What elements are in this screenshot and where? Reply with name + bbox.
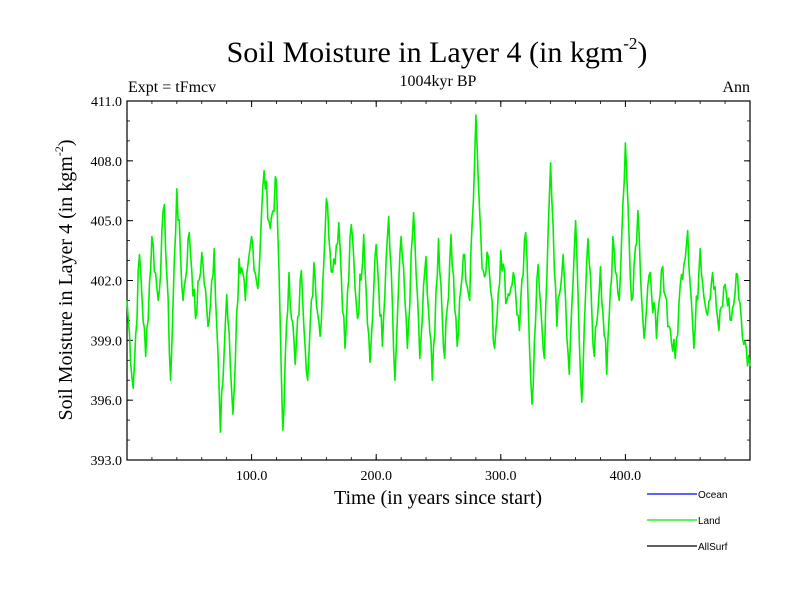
y-tick-label: 402.0 <box>91 275 123 290</box>
y-tick-label: 408.0 <box>91 155 123 170</box>
series-line-land <box>126 114 751 433</box>
axis-ticks: 393.0 396.0 399.0 402.0 405.0 408.0 411.0 100.0… <box>91 95 750 484</box>
season-label: Ann <box>722 79 750 96</box>
chart-title-close: ) <box>637 36 647 69</box>
x-tick-label: 400.0 <box>610 469 642 484</box>
chart-title: Soil Moisture in Layer 4 (in kgm-2) <box>227 34 648 69</box>
y-tick-label: 396.0 <box>91 394 123 409</box>
experiment-label: Expt = tFmcv <box>128 79 216 96</box>
legend-label-allsurf: AllSurf <box>698 542 728 553</box>
legend-label-land: Land <box>698 516 720 527</box>
y-axis-label-close: ) <box>55 139 77 146</box>
x-axis-label: Time (in years since start) <box>334 487 542 509</box>
y-tick-label: 411.0 <box>91 95 122 110</box>
y-tick-label: 399.0 <box>91 334 123 349</box>
x-tick-label: 200.0 <box>360 469 392 484</box>
chart-title-sup: -2 <box>623 34 637 53</box>
x-tick-label: 300.0 <box>485 469 517 484</box>
chart-subtitle: 1004kyr BP <box>400 73 477 90</box>
series-group <box>126 114 751 433</box>
legend: Ocean Land AllSurf <box>647 490 728 553</box>
y-tick-label: 405.0 <box>91 215 123 230</box>
y-axis-label-main: Soil Moisture in Layer 4 (in kgm <box>55 156 77 421</box>
y-axis-label-sup: -2 <box>52 146 66 156</box>
legend-label-ocean: Ocean <box>698 490 727 501</box>
y-tick-label: 393.0 <box>91 454 123 469</box>
y-axis-label: Soil Moisture in Layer 4 (in kgm-2) <box>52 139 77 420</box>
chart-title-main: Soil Moisture in Layer 4 (in kgm <box>227 36 624 69</box>
x-tick-label: 100.0 <box>236 469 268 484</box>
